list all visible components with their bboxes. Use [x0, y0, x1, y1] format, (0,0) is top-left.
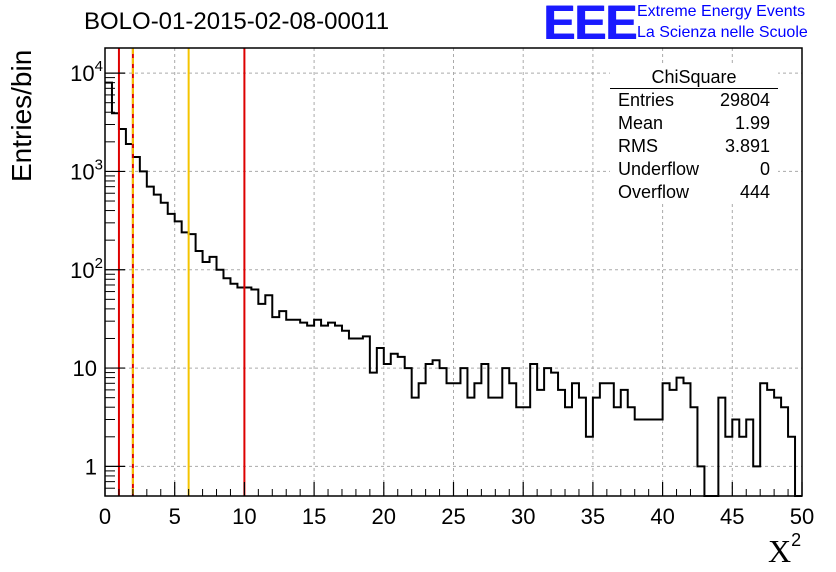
histogram-series: [105, 81, 802, 497]
histogram-layer: [105, 81, 802, 497]
stats-row-overflow: Overflow 444: [610, 181, 778, 204]
stats-row-underflow: Underflow 0: [610, 158, 778, 181]
y-axis-label: Entries/bin: [6, 49, 37, 182]
stats-box-title: ChiSquare: [610, 66, 778, 89]
x-tick-label: 40: [650, 504, 674, 529]
x-tick-label: 35: [581, 504, 605, 529]
y-tick-label: 1: [85, 454, 97, 479]
brand-line-2: La Scienza nelle Scuole: [637, 24, 808, 41]
chart-title: BOLO-01-2015-02-08-00011: [84, 8, 390, 35]
x-axis-label: X2: [768, 530, 801, 570]
brand-line-1: Extreme Energy Events: [637, 3, 806, 20]
x-tick-label: 45: [720, 504, 744, 529]
stats-row-mean: Mean 1.99: [610, 112, 778, 135]
x-axis-label-superscript: 2: [791, 530, 802, 550]
y-tick-label: 102: [70, 255, 103, 283]
x-tick-label: 5: [169, 504, 181, 529]
eee-logo: EEE: [543, 0, 637, 50]
y-tick-label: 103: [70, 156, 103, 184]
x-tick-label: 25: [441, 504, 465, 529]
x-tick-label: 15: [302, 504, 326, 529]
marker-lines-layer: [117, 48, 246, 496]
stats-value: 444: [739, 182, 770, 202]
stats-label: Overflow: [618, 182, 690, 202]
x-tick-label: 10: [232, 504, 256, 529]
y-tick-label: 10: [73, 356, 97, 381]
stats-label: Entries: [618, 90, 675, 110]
stats-value: 1.99: [734, 113, 770, 133]
y-tick-label: 104: [70, 58, 103, 86]
stats-row-rms: RMS 3.891: [610, 135, 778, 158]
x-tick-label: 50: [790, 504, 814, 529]
x-tick-label: 0: [99, 504, 111, 529]
stats-label: RMS: [618, 136, 658, 156]
stats-label: Underflow: [618, 159, 700, 179]
grid-layer: [105, 48, 802, 496]
x-tick-label: 30: [511, 504, 535, 529]
stats-label: Mean: [618, 113, 664, 133]
stats-value: 0: [759, 159, 770, 179]
stats-value: 29804: [719, 90, 770, 110]
stats-row-entries: Entries 29804: [610, 89, 778, 112]
x-tick-label: 20: [372, 504, 396, 529]
stats-box: ChiSquare Entries 29804 Mean 1.99 RMS 3.…: [610, 66, 778, 204]
stats-value: 3.891: [724, 136, 770, 156]
x-axis-label-text: X: [768, 533, 792, 569]
